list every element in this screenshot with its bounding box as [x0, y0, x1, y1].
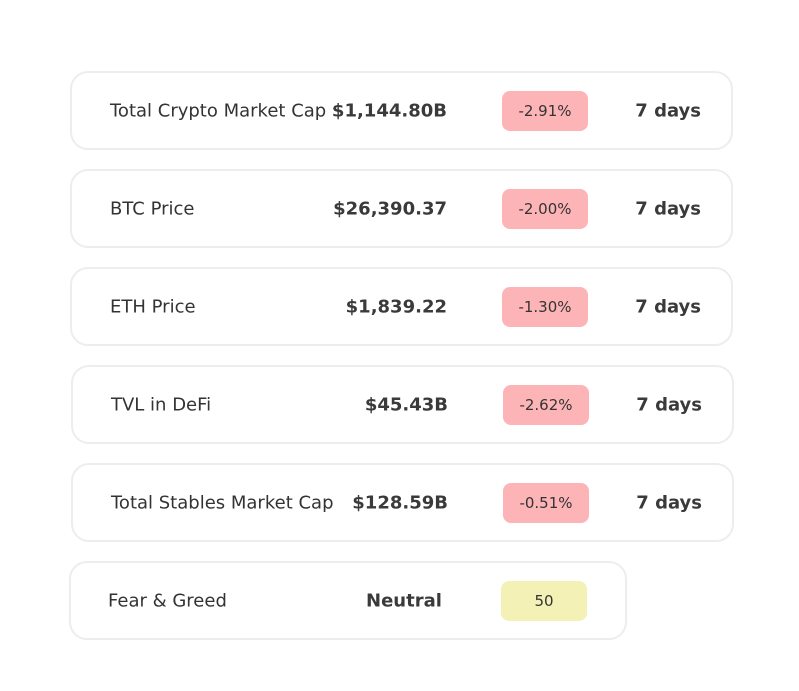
metric-label: TVL in DeFi [111, 394, 212, 415]
metric-label: BTC Price [110, 198, 195, 219]
fear-greed-status: Neutral [366, 590, 442, 611]
period-label: 7 days [635, 100, 701, 121]
period-label: 7 days [635, 296, 701, 317]
change-badge: -1.30% [502, 286, 588, 327]
period-label: 7 days [636, 394, 702, 415]
change-badge: -0.51% [503, 482, 589, 523]
period-label: 7 days [636, 492, 702, 513]
fear-greed-label: Fear & Greed [108, 590, 227, 611]
metric-label: Total Crypto Market Cap [110, 100, 327, 121]
metric-card-btc-price: BTC Price $26,390.37 -2.00% 7 days [70, 169, 733, 248]
metric-card-tvl-in-defi: TVL in DeFi $45.43B -2.62% 7 days [71, 365, 734, 444]
change-badge: -2.62% [503, 384, 589, 425]
metric-value: $45.43B [364, 394, 448, 415]
fear-greed-card: Fear & Greed Neutral 50 [69, 561, 627, 640]
metric-card-total-crypto-market-cap: Total Crypto Market Cap $1,144.80B -2.91… [70, 71, 733, 150]
period-label: 7 days [635, 198, 701, 219]
metric-value: $128.59B [352, 492, 448, 513]
metric-value: $1,144.80B [331, 100, 447, 121]
metric-label: ETH Price [110, 296, 196, 317]
metric-value: $1,839.22 [345, 296, 447, 317]
change-badge: -2.00% [502, 188, 588, 229]
metric-value: $26,390.37 [333, 198, 447, 219]
metric-card-total-stables-market-cap: Total Stables Market Cap $128.59B -0.51%… [71, 463, 734, 542]
metric-card-eth-price: ETH Price $1,839.22 -1.30% 7 days [70, 267, 733, 346]
fear-greed-score-badge: 50 [501, 580, 587, 621]
metric-label: Total Stables Market Cap [111, 492, 334, 513]
change-badge: -2.91% [502, 90, 588, 131]
